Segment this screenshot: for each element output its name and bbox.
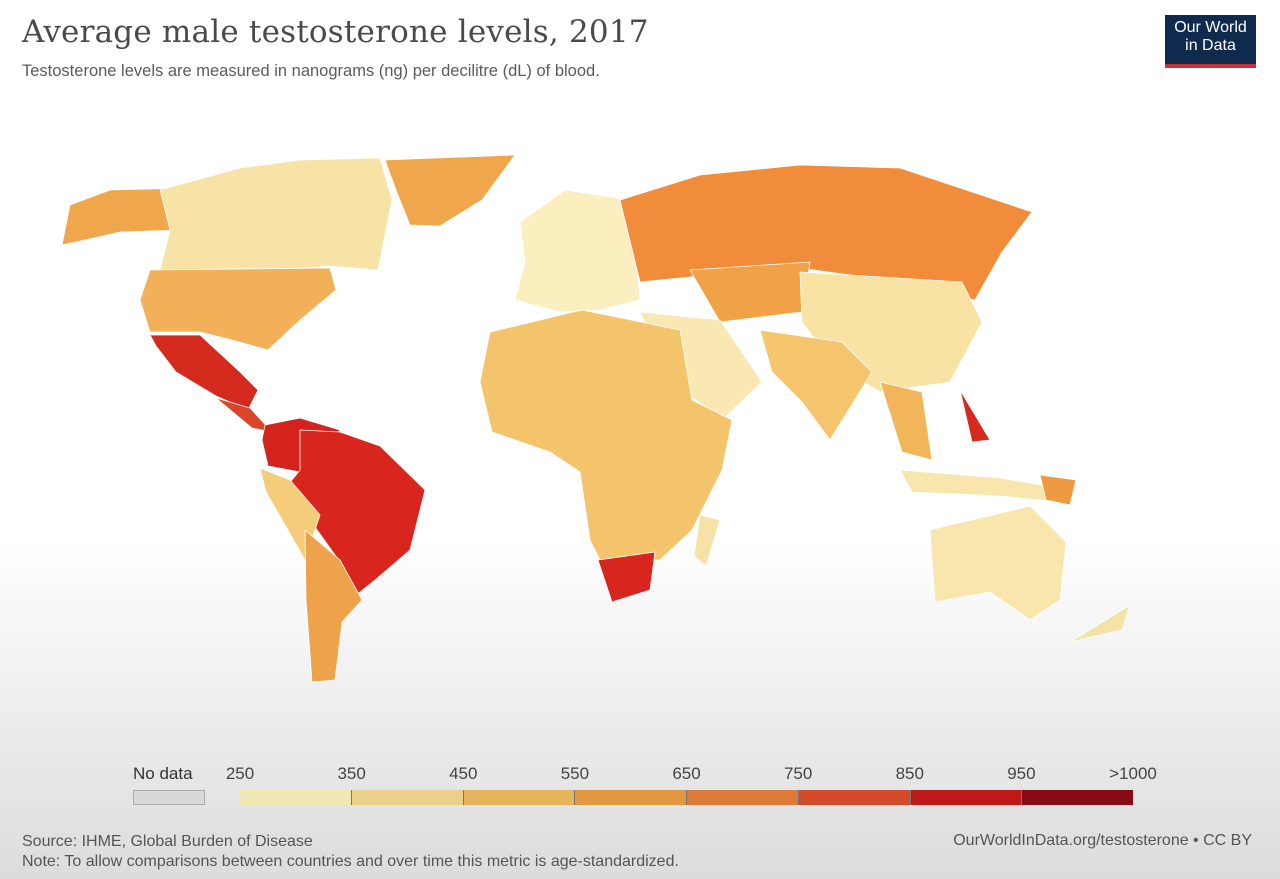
map-region-papua-new-guinea[interactable] [1039, 474, 1077, 506]
legend-tick-label: 350 [337, 764, 366, 783]
owid-logo[interactable]: Our World in Data [1165, 15, 1256, 68]
map-region-africa[interactable] [479, 309, 733, 561]
map-region-canada[interactable] [159, 157, 393, 271]
map-region-madagascar[interactable] [693, 514, 721, 567]
map-region-india[interactable] [759, 329, 873, 441]
map-region-australia[interactable] [929, 505, 1067, 621]
legend-tick-label: 450 [449, 764, 478, 783]
legend-no-data-swatch[interactable] [133, 790, 205, 805]
url-license-link[interactable]: OurWorldInData.org/testosterone • CC BY [953, 832, 1252, 849]
map-region-greenland[interactable] [384, 154, 516, 227]
map-region-argentina[interactable] [304, 529, 363, 683]
legend-no-data-label: No data [133, 764, 193, 783]
map-region-philippines[interactable] [959, 389, 991, 443]
map-region-russia[interactable] [619, 164, 1033, 301]
map-region-central-asia[interactable] [689, 261, 811, 323]
legend-bin-350-450[interactable] [351, 790, 464, 805]
legend-tick-label: 650 [672, 764, 701, 783]
legend-bin-250-350[interactable] [240, 790, 352, 805]
note-text: Note: To allow comparisons between count… [22, 853, 679, 870]
logo-line-2: in Data [1185, 37, 1236, 54]
legend-tick-label: 550 [560, 764, 590, 783]
map-region-new-zealand[interactable] [1069, 604, 1131, 643]
legend-tick-label: 750 [783, 764, 813, 783]
legend-tick-label: 850 [895, 764, 924, 783]
legend-bin-550-650[interactable] [575, 790, 687, 805]
map-region-south-africa[interactable] [597, 551, 656, 603]
legend-bin-650-750[interactable] [687, 790, 799, 805]
map-region-mexico[interactable] [149, 334, 259, 411]
map-region-usa[interactable] [139, 267, 337, 351]
legend-bin-850-950[interactable] [910, 790, 1023, 805]
chart-subtitle: Testosterone levels are measured in nano… [22, 62, 600, 80]
map-region-southeast-asia[interactable] [879, 381, 933, 461]
map-region-europe[interactable] [514, 189, 641, 313]
logo-line-1: Our World [1174, 19, 1247, 36]
legend-bin-450-550[interactable] [463, 790, 576, 805]
chart-title: Average male testosterone levels, 2017 [22, 14, 649, 50]
footer-notes: Source: IHME, Global Burden of Disease N… [22, 832, 679, 872]
legend-bin-750-850[interactable] [798, 790, 911, 805]
legend-tick-label: 950 [1007, 764, 1036, 783]
legend-bin->950[interactable] [1022, 790, 1133, 805]
legend-color-bar [240, 790, 1133, 805]
source-text: Source: IHME, Global Burden of Disease [22, 833, 313, 850]
legend-tick-label: 250 [225, 764, 255, 783]
legend-tick-label: >1000 [1109, 764, 1157, 783]
